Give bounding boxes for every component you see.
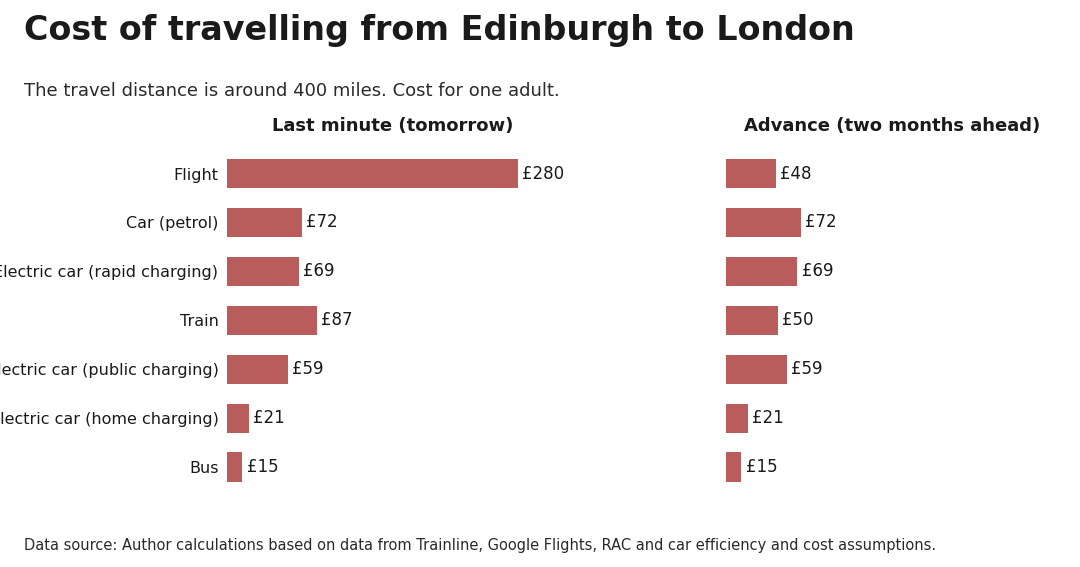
Bar (227, 257, 298, 286)
Text: £69: £69 (302, 263, 334, 281)
Bar (726, 208, 800, 237)
Text: £69: £69 (801, 263, 833, 281)
Text: £59: £59 (293, 360, 324, 378)
Text: £280: £280 (522, 164, 564, 183)
Text: £21: £21 (752, 409, 783, 427)
Bar (227, 404, 248, 433)
Text: £48: £48 (780, 164, 811, 183)
Bar (227, 452, 242, 482)
Bar (227, 354, 288, 384)
Text: £72: £72 (805, 214, 836, 231)
Text: £87: £87 (322, 311, 353, 329)
Text: £72: £72 (306, 214, 337, 231)
Bar (227, 208, 301, 237)
Bar (726, 404, 747, 433)
Text: £21: £21 (253, 409, 284, 427)
Text: £15: £15 (246, 458, 279, 476)
Title: Last minute (tomorrow): Last minute (tomorrow) (272, 117, 514, 134)
Text: Data source: Author calculations based on data from Trainline, Google Flights, R: Data source: Author calculations based o… (24, 538, 936, 553)
Text: The travel distance is around 400 miles. Cost for one adult.: The travel distance is around 400 miles.… (24, 82, 559, 100)
Bar (726, 159, 775, 188)
Text: Cost of travelling from Edinburgh to London: Cost of travelling from Edinburgh to Lon… (24, 14, 854, 47)
Bar (726, 452, 741, 482)
Bar (726, 257, 797, 286)
Text: £50: £50 (782, 311, 813, 329)
Bar (227, 159, 518, 188)
Bar (227, 306, 318, 335)
Text: £15: £15 (745, 458, 778, 476)
Bar (726, 354, 787, 384)
Title: Advance (two months ahead): Advance (two months ahead) (744, 117, 1040, 134)
Text: £59: £59 (792, 360, 823, 378)
Bar (726, 306, 778, 335)
